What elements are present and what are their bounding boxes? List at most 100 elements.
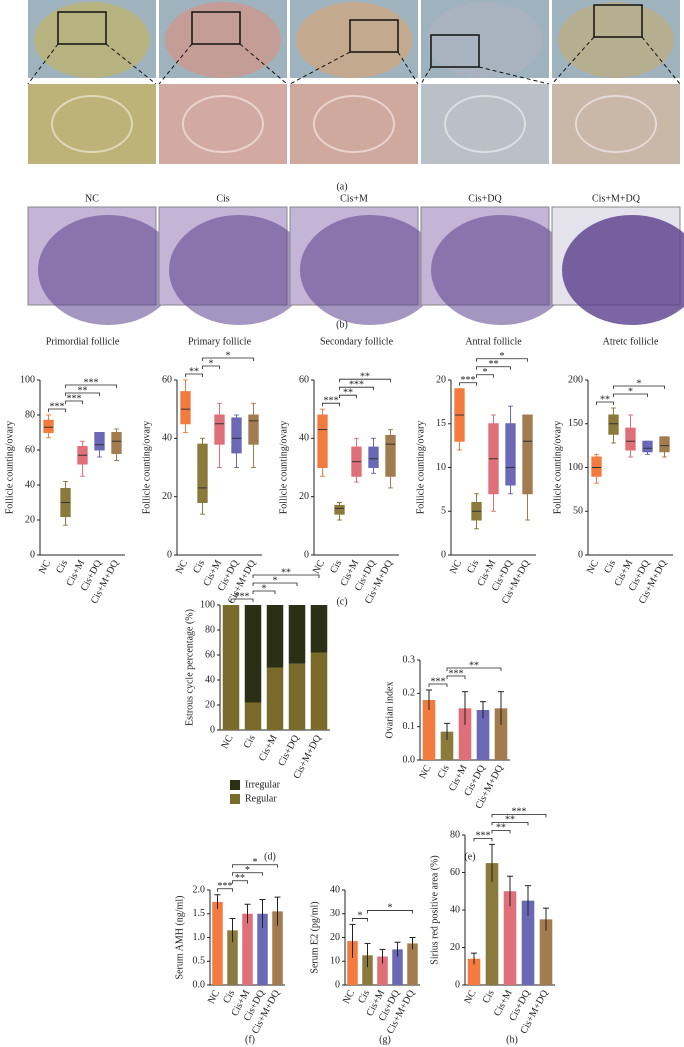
y-tick-label: 20: [450, 942, 460, 953]
x-tick-label: Cis+M: [257, 733, 280, 763]
y-tick-label: 0: [30, 549, 35, 560]
he-label: Cis+DQ: [468, 193, 502, 204]
bar: [422, 700, 436, 760]
box: [43, 419, 54, 433]
significance-bracket: [339, 394, 357, 399]
significance-bracket: [232, 864, 278, 868]
x-tick-label: Cis: [602, 558, 618, 575]
bar: [494, 708, 508, 760]
x-tick-label: Cis: [191, 558, 207, 575]
significance-label: *: [273, 575, 278, 586]
y-tick-label: 80: [205, 624, 215, 635]
chart: Primary follicle Follicle counting/ovary 0…: [141, 336, 262, 606]
y-tick-label: 20: [330, 932, 340, 943]
significance-bracket: [459, 382, 477, 386]
significance-label: **: [235, 873, 245, 884]
significance-label: **: [469, 660, 479, 671]
he-label: Cis: [216, 193, 229, 204]
zoom-line: [420, 66, 432, 85]
he-label: Cis+M+DQ: [592, 193, 641, 204]
tissue: [296, 2, 412, 78]
chart-title: Secondary follicle: [320, 336, 394, 347]
y-tick-label: 60: [450, 867, 460, 878]
x-tick-label: NC: [37, 558, 53, 576]
significance-bracket: [232, 872, 263, 876]
significance-bracket: [65, 392, 100, 396]
y-axis-label: Follicle counting/ovary: [552, 421, 563, 515]
bar: [242, 913, 253, 985]
tissue: [427, 2, 543, 78]
y-tick-label: 60: [205, 649, 215, 660]
micrograph-zoom: [290, 84, 418, 164]
y-axis-label: Ovarian index: [384, 682, 395, 739]
y-tick-label: 0: [304, 549, 309, 560]
y-tick-label: 0: [167, 549, 172, 560]
significance-bracket: [473, 837, 493, 842]
bar: [362, 955, 373, 985]
y-axis-label: Follicle counting/ovary: [4, 421, 15, 515]
significance-label: ***: [67, 393, 82, 404]
bar-segment: [310, 652, 328, 730]
significance-label: ***: [512, 807, 527, 818]
y-tick-label: 0.2: [403, 688, 416, 699]
chart-title: Primary follicle: [188, 336, 252, 347]
significance-bracket: [596, 401, 614, 405]
y-tick-label: 60: [299, 374, 309, 385]
y-tick-label: 0: [210, 724, 215, 735]
bar-segment: [222, 605, 240, 730]
y-axis-label: Serum AMH (ng/ml): [174, 896, 185, 980]
significance-label: **: [189, 366, 199, 377]
box: [505, 423, 516, 486]
significance-label: ***: [449, 668, 464, 679]
y-tick-label: 40: [205, 674, 215, 685]
zoom-line: [105, 43, 157, 85]
significance-label: ***: [218, 881, 233, 892]
legend-swatch: [230, 794, 240, 804]
box: [197, 443, 208, 503]
y-tick-label: 0.1: [403, 721, 416, 732]
he-tissue: [300, 215, 440, 325]
he-tissue: [431, 215, 571, 325]
y-axis-label: Sirius red positive area (%): [429, 855, 440, 964]
x-tick-label: Cis: [436, 763, 452, 780]
y-tick-label: 100: [20, 374, 35, 385]
box: [317, 414, 328, 468]
significance-bracket: [252, 582, 298, 586]
significance-label: **: [78, 385, 88, 396]
box: [248, 414, 259, 445]
box: [385, 434, 396, 477]
significance-bracket: [367, 910, 413, 914]
x-tick-label: NC: [341, 988, 357, 1006]
follicle: [182, 95, 264, 153]
he-tissue: [38, 215, 178, 325]
panel-label: (d): [264, 851, 276, 862]
y-tick-label: 60: [162, 374, 172, 385]
box: [625, 427, 636, 451]
significance-bracket: [252, 590, 276, 594]
significance-bracket: [65, 384, 117, 388]
x-tick-label: Cis: [54, 558, 70, 575]
bar-segment: [288, 605, 306, 664]
significance-label: **: [281, 567, 291, 578]
zoom-box: [430, 34, 480, 68]
box: [642, 440, 653, 453]
chart-title: Primordial follicle: [46, 336, 120, 347]
y-tick-label: 100: [200, 599, 215, 610]
significance-bracket: [185, 373, 203, 377]
bar-segment: [244, 605, 262, 703]
significance-bracket: [613, 385, 665, 389]
bar: [440, 731, 454, 760]
significance-label: *: [245, 865, 250, 876]
micrograph-zoom: [28, 84, 156, 164]
bar-segment: [266, 667, 284, 730]
y-axis-label: Follicle counting/ovary: [278, 421, 289, 515]
y-tick-label: 40: [299, 433, 309, 444]
chart: Primordial follicle Follicle counting/ova…: [4, 336, 125, 606]
significance-bracket: [202, 357, 254, 361]
y-tick-label: 0: [441, 549, 446, 560]
significance-label: **: [505, 815, 515, 826]
legend-label: Irregular: [245, 779, 281, 790]
x-tick-label: NC: [462, 988, 478, 1006]
